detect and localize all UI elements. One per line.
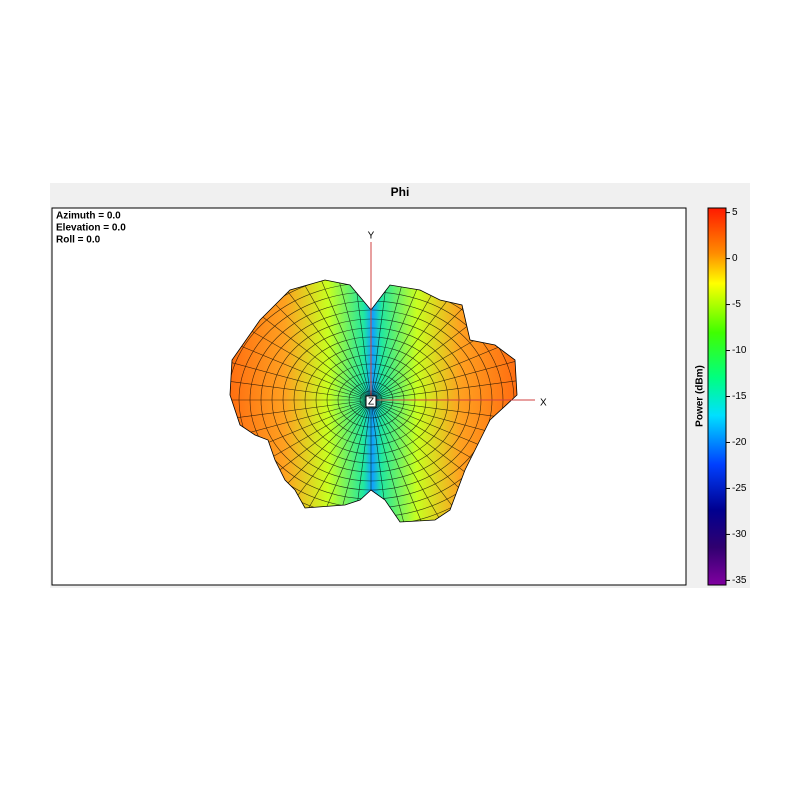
- mesh-line: [370, 280, 398, 401]
- mesh-line: [294, 399, 372, 522]
- mesh-line: [230, 299, 372, 401]
- mesh-line: [370, 373, 517, 401]
- axis-label: Y: [368, 231, 375, 242]
- mesh-line: [370, 399, 517, 477]
- mesh-line: [370, 399, 493, 522]
- colorbar-tick-label: 0: [732, 253, 738, 264]
- mesh-line: [230, 399, 372, 501]
- mesh-line: [294, 280, 372, 401]
- mesh-line: [370, 323, 517, 401]
- mesh-line: [270, 399, 372, 522]
- mesh-line: [230, 347, 372, 401]
- z-box: [365, 395, 377, 408]
- view-info: Azimuth = 0.0: [56, 211, 121, 222]
- mesh-line: [344, 280, 372, 401]
- mesh-line: [249, 399, 372, 522]
- chart-title: Phi: [391, 185, 410, 199]
- view-info: Roll = 0.0: [56, 235, 101, 246]
- mesh-line: [230, 399, 372, 427]
- colorbar-tick-label: -30: [732, 529, 747, 540]
- mesh-line: [370, 399, 472, 522]
- mesh-line: [344, 399, 372, 522]
- colorbar-tick-label: -15: [732, 391, 747, 402]
- colorbar-tick-label: -20: [732, 437, 747, 448]
- mesh-line: [370, 280, 448, 401]
- surface-outline: [229, 279, 518, 523]
- mesh-line: [370, 399, 517, 453]
- mesh-line: [370, 347, 517, 401]
- colorbar-tick-label: 5: [732, 207, 738, 218]
- colorbar-tick-label: -5: [732, 299, 741, 310]
- mesh-line: [230, 399, 372, 477]
- mesh-line: [249, 280, 372, 401]
- mesh-line: [370, 280, 472, 401]
- colorbar-tick-label: -35: [732, 575, 747, 586]
- mesh-line: [370, 399, 517, 427]
- mesh-line: [270, 280, 372, 401]
- colorbar-tick-label: -10: [732, 345, 747, 356]
- colorbar: [707, 207, 727, 586]
- axis-label: Z: [368, 397, 374, 408]
- colorbar-tick-label: -25: [732, 483, 747, 494]
- mesh-line: [370, 280, 493, 401]
- mesh-line: [230, 399, 372, 453]
- mesh-line: [230, 373, 372, 401]
- view-info: Elevation = 0.0: [56, 223, 126, 234]
- axis-label: X: [540, 398, 547, 409]
- colorbar-label: Power (dBm): [695, 365, 706, 427]
- mesh-line: [370, 399, 448, 522]
- mesh-line: [230, 323, 372, 401]
